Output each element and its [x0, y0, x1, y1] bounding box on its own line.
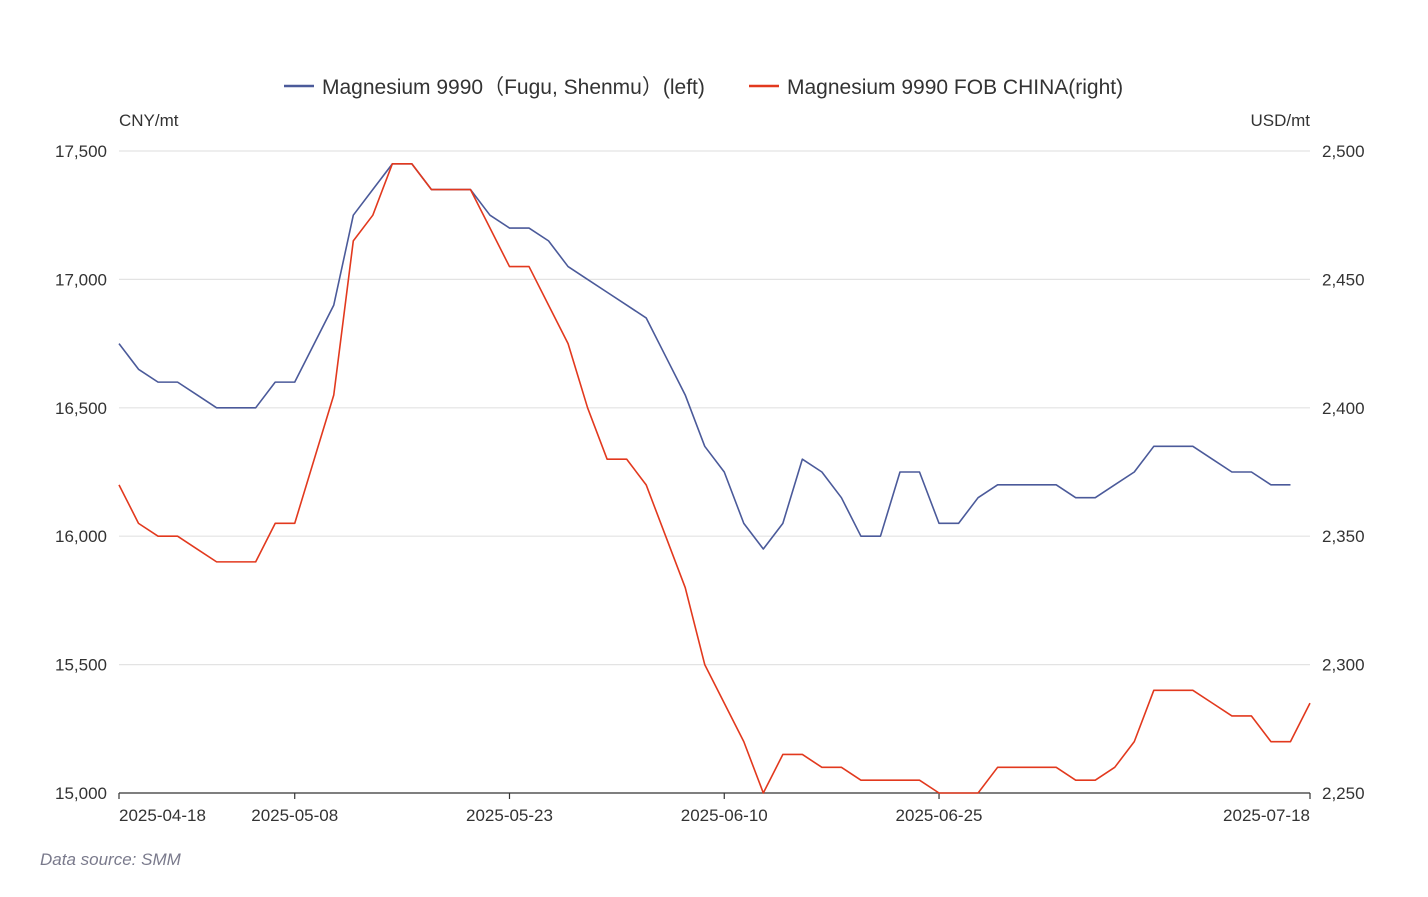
series-lines[interactable] [118, 163, 1311, 794]
left-tick-label: 15,500 [55, 656, 107, 675]
left-tick-label: 16,000 [55, 527, 107, 546]
x-tick-label: 2025-07-18 [1223, 806, 1310, 825]
left-axis-ticks: 15,000 15,500 16,000 16,500 17,000 17,500 [55, 142, 107, 803]
right-tick-label: 2,300 [1322, 656, 1365, 675]
x-tick-label: 2025-06-25 [896, 806, 983, 825]
x-tick-label: 2025-06-10 [681, 806, 768, 825]
right-tick-label: 2,400 [1322, 399, 1365, 418]
x-axis-ticks: 2025-04-18 2025-05-08 2025-05-23 2025-06-10… [118, 793, 1311, 825]
x-tick-label: 2025-04-18 [119, 806, 206, 825]
legend-label-right-series: Magnesium 9990 FOB CHINA(right) [787, 76, 1123, 99]
right-tick-label: 2,350 [1322, 527, 1365, 546]
legend-label-left-series: Magnesium 9990（Fugu, Shenmu）(left) [322, 76, 705, 99]
left-tick-label: 17,500 [55, 142, 107, 161]
gridlines [119, 150, 1310, 794]
series-line-left[interactable] [118, 163, 1291, 550]
right-tick-label: 2,450 [1322, 270, 1365, 289]
right-tick-label: 2,500 [1322, 142, 1365, 161]
left-tick-label: 17,000 [55, 270, 107, 289]
left-axis-unit: CNY/mt [119, 111, 179, 130]
right-axis-unit: USD/mt [1251, 111, 1311, 130]
left-tick-label: 16,500 [55, 399, 107, 418]
x-tick-label: 2025-05-08 [251, 806, 338, 825]
left-tick-label: 15,000 [55, 784, 107, 803]
series-line-right[interactable] [118, 163, 1311, 794]
right-tick-label: 2,250 [1322, 784, 1365, 803]
data-source: Data source: SMM [40, 850, 182, 869]
legend[interactable]: Magnesium 9990（Fugu, Shenmu）(left) Magne… [284, 76, 1123, 99]
right-axis-ticks: 2,250 2,300 2,350 2,400 2,450 2,500 [1322, 142, 1365, 803]
x-tick-label: 2025-05-23 [466, 806, 553, 825]
